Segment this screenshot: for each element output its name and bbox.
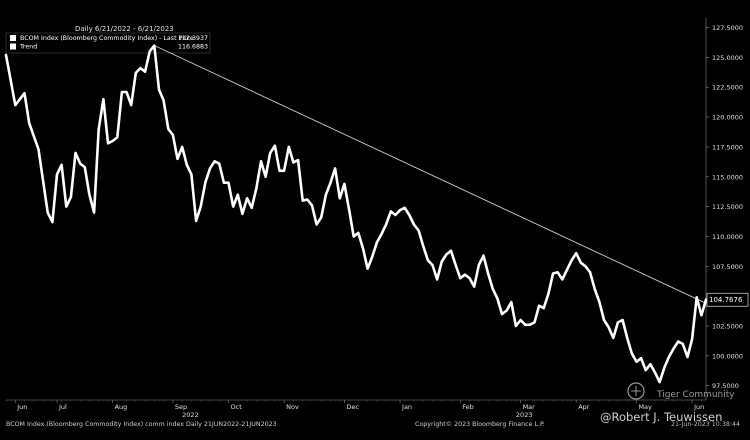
- y-tick-label: 117.5000: [712, 143, 743, 151]
- legend-swatch-last-price: [10, 35, 16, 41]
- x-axis: Jun Jul Aug Sep Oct Nov Dec Jan Feb Mar Apr May Jun 2…: [5, 400, 704, 419]
- price-line: [4, 44, 708, 384]
- footer-center: Copyright© 2023 Bloomberg Finance L.P.: [415, 420, 545, 428]
- y-tick-label: 112.5000: [712, 203, 743, 211]
- watermark: Tiger Community @Robert J. Teuwissen: [600, 382, 735, 424]
- x-tick-label: Aug: [115, 403, 128, 411]
- y-tick-label: 127.5000: [712, 24, 743, 32]
- y-tick-label: 122.5000: [712, 84, 743, 92]
- x-tick-label: Jun: [693, 403, 704, 411]
- x-tick-label: Dec: [346, 403, 359, 411]
- x-tick-label: Jan: [401, 403, 412, 411]
- x-tick-label: Jun: [16, 403, 27, 411]
- y-tick-label: 125.0000: [712, 54, 743, 62]
- x-tick-label: May: [638, 403, 652, 411]
- legend-label-trend: Trend: [19, 44, 37, 51]
- x-tick-label: Apr: [578, 403, 590, 411]
- chart-header: Daily 6/21/2022 - 6/21/2023: [75, 25, 174, 33]
- footer-left: BCOM Index (Bloomberg Commodity Index) c…: [6, 421, 277, 428]
- x-year-label: 2022: [182, 411, 199, 419]
- watermark-handle: @Robert J. Teuwissen: [600, 410, 722, 424]
- legend-swatch-trend: [10, 43, 16, 50]
- trend-line: [154, 45, 707, 304]
- x-tick-label: Sep: [175, 403, 187, 411]
- x-tick-label: Oct: [231, 403, 243, 411]
- y-tick-label: 115.0000: [712, 173, 743, 181]
- y-tick-label: 120.0000: [712, 114, 743, 122]
- watermark-brand: Tiger Community: [656, 390, 735, 400]
- y-tick-label: 100.0000: [712, 352, 743, 360]
- tiger-logo-mark: [631, 386, 641, 396]
- y-tick-label: 102.5000: [712, 322, 743, 330]
- y-tick-label: 110.0000: [712, 233, 743, 241]
- x-year-label: 2023: [516, 411, 533, 419]
- legend-value-trend: 116.6883: [178, 44, 208, 51]
- y-tick-label: 97.5000: [712, 382, 739, 390]
- last-value-marker: 104.7676: [706, 292, 749, 307]
- x-tick-label: Nov: [286, 403, 299, 411]
- last-value-box: [706, 292, 749, 307]
- x-tick-label: Feb: [462, 403, 474, 411]
- x-tick-label: Jul: [58, 403, 67, 411]
- last-value-label: 104.7676: [709, 296, 743, 304]
- legend-value-last-price: 112.3937: [178, 35, 208, 42]
- tiger-logo-icon: [627, 382, 645, 400]
- legend-label-last-price: BCOM Index (Bloomberg Commodity Index) -…: [20, 35, 194, 42]
- x-tick-label: Mar: [523, 403, 536, 411]
- y-tick-label: 107.5000: [712, 263, 743, 271]
- footer-right: 21-Jun-2023 10:38:44: [671, 421, 740, 428]
